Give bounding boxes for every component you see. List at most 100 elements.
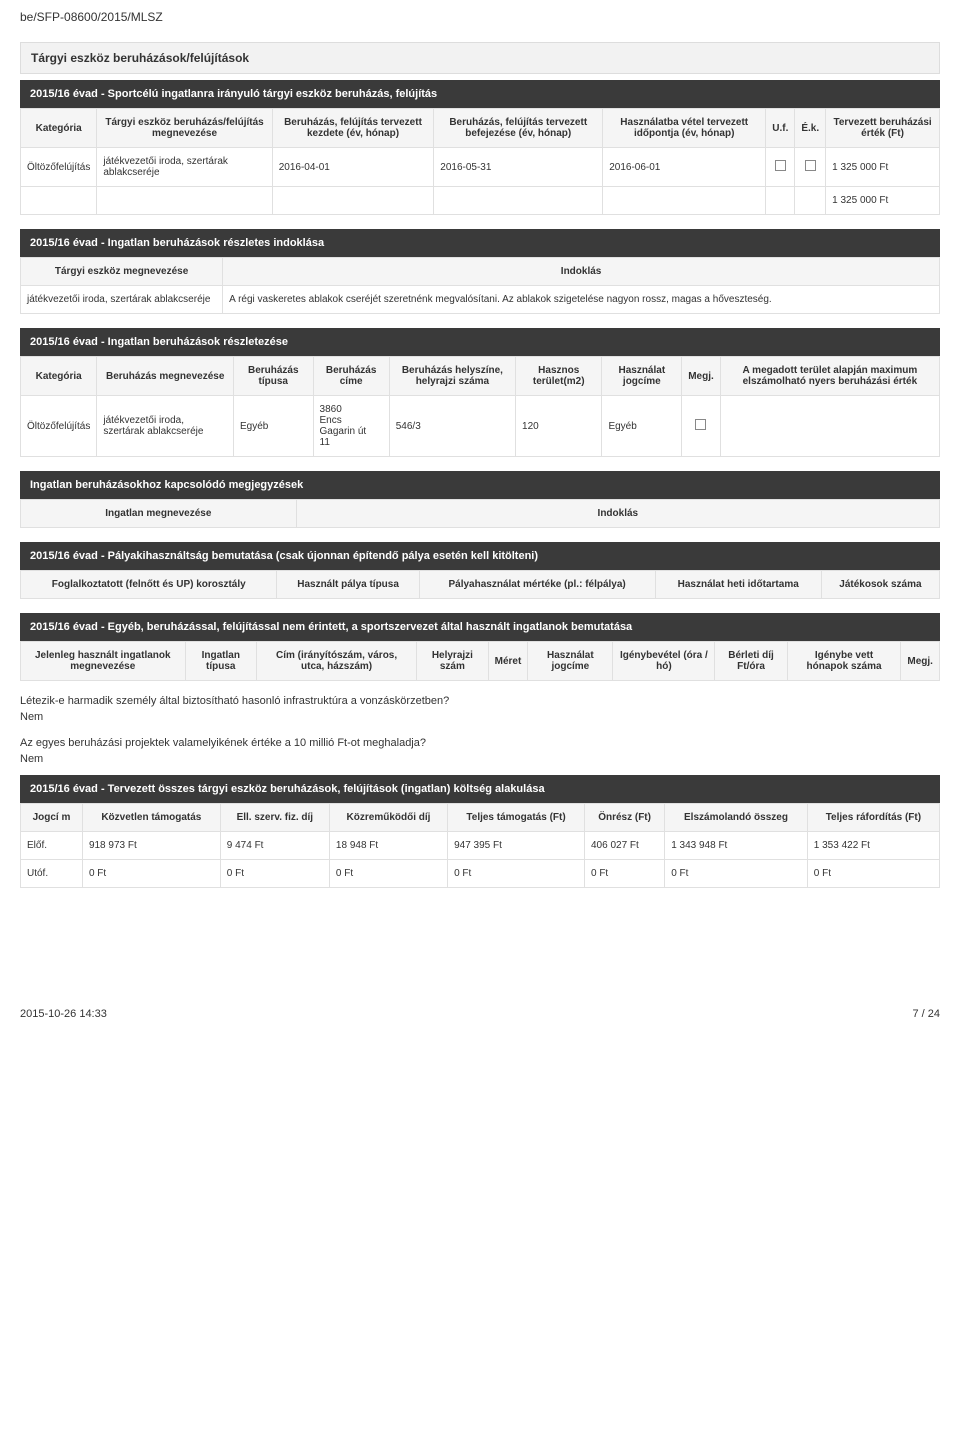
t3-col: Beruházás címe [313,357,389,396]
t5-col: Foglalkoztatott (felnőtt és UP) korosztá… [21,571,277,599]
cell: Utóf. [21,860,83,888]
t4-header: Ingatlan beruházásokhoz kapcsolódó megje… [20,471,940,499]
checkbox-icon [695,419,706,430]
t1-col: Használatba vétel tervezett időpontja (é… [603,109,766,148]
t6-col: Cím (irányítószám, város, utca, házszám) [257,642,417,681]
t1-col: Beruházás, felújítás tervezett kezdete (… [272,109,434,148]
t7-col: Elszámolandó összeg [665,804,808,832]
t1-col: Kategória [21,109,97,148]
t7-col: Teljes ráfordítás (Ft) [807,804,939,832]
t7-col: Önrész (Ft) [584,804,664,832]
t3-col: Használat jogcíme [602,357,682,396]
t2-col: Indoklás [223,258,940,286]
cell: 2016-04-01 [272,148,434,187]
doc-id: be/SFP-08600/2015/MLSZ [20,10,940,24]
cell-checkbox [682,396,721,457]
answer-2: Nem [20,753,940,765]
t5-col: Használt pálya típusa [277,571,419,599]
cell-checkbox [766,148,795,187]
cell: 9 474 Ft [220,832,329,860]
t6-col: Használat jogcíme [528,642,613,681]
page-footer: 2015-10-26 14:33 7 / 24 [20,1008,940,1020]
t1-col: Beruházás, felújítás tervezett befejezés… [434,109,603,148]
t7-col: Közvetlen támogatás [82,804,220,832]
table-row: Öltözőfelújítás játékvezetői iroda, szer… [21,148,940,187]
t7-table: Jogcí m Közvetlen támogatás Ell. szerv. … [20,803,940,888]
cell: Egyéb [602,396,682,457]
t6-col: Bérleti díj Ft/óra [715,642,787,681]
cell: 18 948 Ft [329,832,447,860]
table-row: Utóf. 0 Ft 0 Ft 0 Ft 0 Ft 0 Ft 0 Ft 0 Ft [21,860,940,888]
cell: játékvezetői iroda, szertárak ablakcseré… [21,286,223,314]
cell: Öltözőfelújítás [21,396,97,457]
t3-table: Kategória Beruházás megnevezése Beruházá… [20,356,940,457]
cell-checkbox [795,148,826,187]
table-row: játékvezetői iroda, szertárak ablakcseré… [21,286,940,314]
t6-col: Megj. [901,642,940,681]
cell: 2016-06-01 [603,148,766,187]
t6-col: Igénybevétel (óra / hó) [613,642,715,681]
t5-col: Játékosok száma [821,571,939,599]
cell: 1 353 422 Ft [807,832,939,860]
t4-col: Indoklás [296,500,939,528]
t7-col: Jogcí m [21,804,83,832]
answer-1: Nem [20,711,940,723]
t4-table: Ingatlan megnevezése Indoklás [20,499,940,528]
cell: Öltözőfelújítás [21,148,97,187]
table-row: 1 325 000 Ft [21,187,940,215]
cell: 947 395 Ft [448,832,585,860]
t5-header: 2015/16 évad - Pályakihasználtság bemuta… [20,542,940,570]
t3-col: Beruházás megnevezése [97,357,234,396]
table-row: Öltözőfelújítás játékvezetői iroda, szer… [21,396,940,457]
cell: játékvezetői iroda, szertárak ablakcseré… [97,396,234,457]
t6-table: Jelenleg használt ingatlanok megnevezése… [20,641,940,681]
t6-col: Helyrajzi szám [417,642,489,681]
t2-header: 2015/16 évad - Ingatlan beruházások rész… [20,229,940,257]
t1-col: É.k. [795,109,826,148]
checkbox-icon [805,160,816,171]
t7-col: Ell. szerv. fiz. díj [220,804,329,832]
t6-col: Igénybe vett hónapok száma [787,642,901,681]
t3-col: Beruházás típusa [234,357,314,396]
cell: Előf. [21,832,83,860]
t3-col: Hasznos terület(m2) [516,357,602,396]
t3-col: Kategória [21,357,97,396]
t7-col: Közreműködői díj [329,804,447,832]
cell-total: 1 325 000 Ft [826,187,940,215]
cell: Egyéb [234,396,314,457]
cell: 120 [516,396,602,457]
t3-col: Megj. [682,357,721,396]
t5-col: Használat heti időtartama [655,571,821,599]
t7-header: 2015/16 évad - Tervezett összes tárgyi e… [20,775,940,803]
t7-col: Teljes támogatás (Ft) [448,804,585,832]
t3-col: A megadott terület alapján maximum elszá… [720,357,939,396]
footer-timestamp: 2015-10-26 14:33 [20,1008,107,1020]
t1-header: 2015/16 évad - Sportcélú ingatlanra irán… [20,80,940,108]
cell: 1 325 000 Ft [826,148,940,187]
cell: 0 Ft [584,860,664,888]
cell: 1 343 948 Ft [665,832,808,860]
cell: A régi vaskeretes ablakok cseréjét szere… [223,286,940,314]
cell: 406 027 Ft [584,832,664,860]
t3-col: Beruházás helyszíne, helyrajzi száma [389,357,515,396]
t6-col: Méret [488,642,528,681]
t5-table: Foglalkoztatott (felnőtt és UP) korosztá… [20,570,940,599]
question-1: Létezik-e harmadik személy által biztosí… [20,695,940,707]
t1-col: Tárgyi eszköz beruházás/felújítás megnev… [97,109,272,148]
cell: 918 973 Ft [82,832,220,860]
t1-col: U.f. [766,109,795,148]
section-title: Tárgyi eszköz beruházások/felújítások [20,42,940,74]
cell: 0 Ft [665,860,808,888]
cell [720,396,939,457]
t2-col: Tárgyi eszköz megnevezése [21,258,223,286]
t5-col: Pályahasználat mértéke (pl.: félpálya) [419,571,655,599]
t6-header: 2015/16 évad - Egyéb, beruházással, felú… [20,613,940,641]
t1-table: Kategória Tárgyi eszköz beruházás/felújí… [20,108,940,215]
footer-page-number: 7 / 24 [912,1008,940,1020]
cell: 0 Ft [448,860,585,888]
t4-col: Ingatlan megnevezése [21,500,297,528]
t6-col: Ingatlan típusa [185,642,256,681]
t2-table: Tárgyi eszköz megnevezése Indoklás játék… [20,257,940,314]
t3-header: 2015/16 évad - Ingatlan beruházások rész… [20,328,940,356]
cell: 0 Ft [82,860,220,888]
